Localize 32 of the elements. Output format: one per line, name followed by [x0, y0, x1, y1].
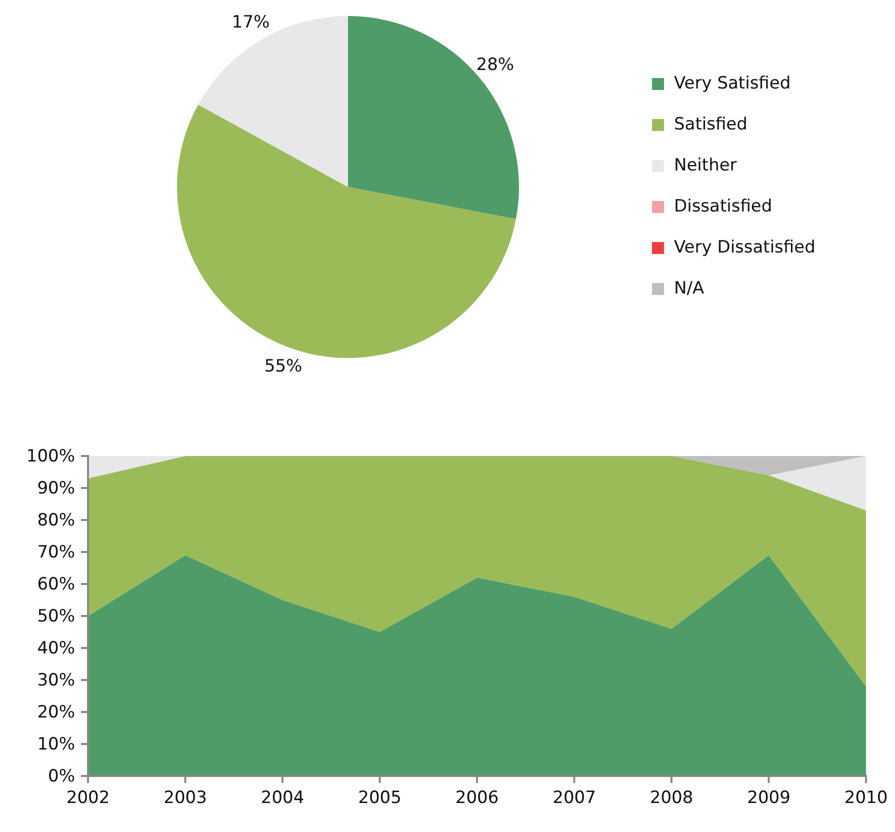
x-tick-label: 2008	[650, 788, 694, 808]
y-tick-label: 30%	[37, 670, 75, 690]
y-tick-label: 60%	[37, 574, 75, 594]
pie-slice	[198, 16, 348, 187]
y-tick-label: 20%	[37, 702, 75, 722]
legend-label: Neither	[674, 156, 737, 176]
data-label: 55%	[264, 356, 302, 376]
x-tick-label: 2004	[260, 788, 304, 808]
y-tick-label: 40%	[37, 638, 75, 658]
pie-slice	[348, 16, 519, 220]
y-tick-label: 0%	[48, 766, 75, 786]
legend-label: N/A	[674, 278, 704, 299]
data-label: 28%	[476, 54, 514, 75]
y-tick-label: 10%	[37, 734, 75, 754]
x-tick-label: 2009	[747, 788, 790, 808]
x-tick-label: 2007	[552, 788, 596, 808]
legend-label: Very Satisfied	[674, 74, 791, 94]
x-tick-label: 2010	[844, 788, 888, 808]
y-tick-label: 80%	[37, 510, 75, 530]
y-tick-label: 50%	[37, 606, 75, 626]
x-tick-label: 2005	[358, 788, 402, 808]
x-tick-label: 2003	[164, 788, 207, 808]
legend-label: Satisfied	[674, 114, 748, 135]
legend-label: Dissatisfied	[674, 196, 772, 217]
legend-label: Very Dissatisfied	[674, 238, 816, 258]
y-tick-label: 90%	[37, 478, 75, 498]
x-tick-label: 2006	[455, 788, 499, 808]
data-label: 17%	[232, 12, 270, 32]
x-tick-label: 2002	[66, 788, 110, 808]
y-tick-label: 70%	[37, 542, 75, 562]
y-tick-label: 100%	[26, 446, 75, 466]
pie-slice	[177, 104, 516, 358]
